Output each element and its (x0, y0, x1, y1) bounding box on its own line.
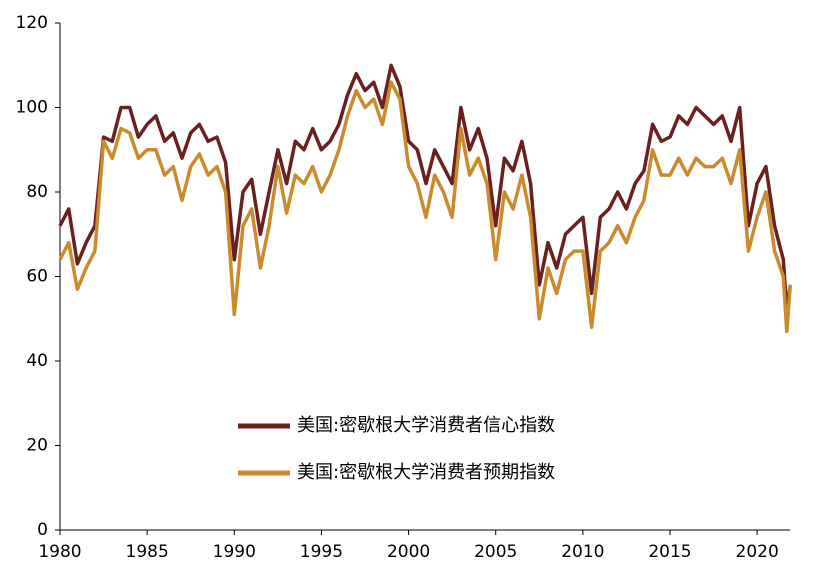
y-tick-label: 0 (37, 520, 48, 540)
y-tick-label: 20 (26, 436, 48, 456)
series-line (58, 80, 793, 334)
x-tick-label: 2005 (474, 542, 517, 562)
x-tick-label: 1985 (126, 542, 169, 562)
x-tick-label: 1995 (300, 542, 343, 562)
legend-label: 美国:密歇根大学消费者信心指数 (297, 415, 555, 436)
series-line (58, 63, 793, 313)
x-tick-label: 2020 (736, 542, 779, 562)
y-tick-label: 60 (26, 267, 48, 287)
x-tick-label: 2000 (387, 542, 430, 562)
y-tick-label: 100 (16, 98, 48, 118)
x-tick-label: 1980 (38, 542, 81, 562)
x-tick-label: 2015 (648, 542, 691, 562)
y-tick-label: 80 (26, 182, 48, 202)
legend-label: 美国:密歇根大学消费者预期指数 (297, 462, 555, 483)
y-tick-label: 40 (26, 351, 48, 371)
x-tick-label: 1990 (213, 542, 256, 562)
x-tick-label: 2010 (561, 542, 604, 562)
y-tick-label: 120 (16, 13, 48, 33)
